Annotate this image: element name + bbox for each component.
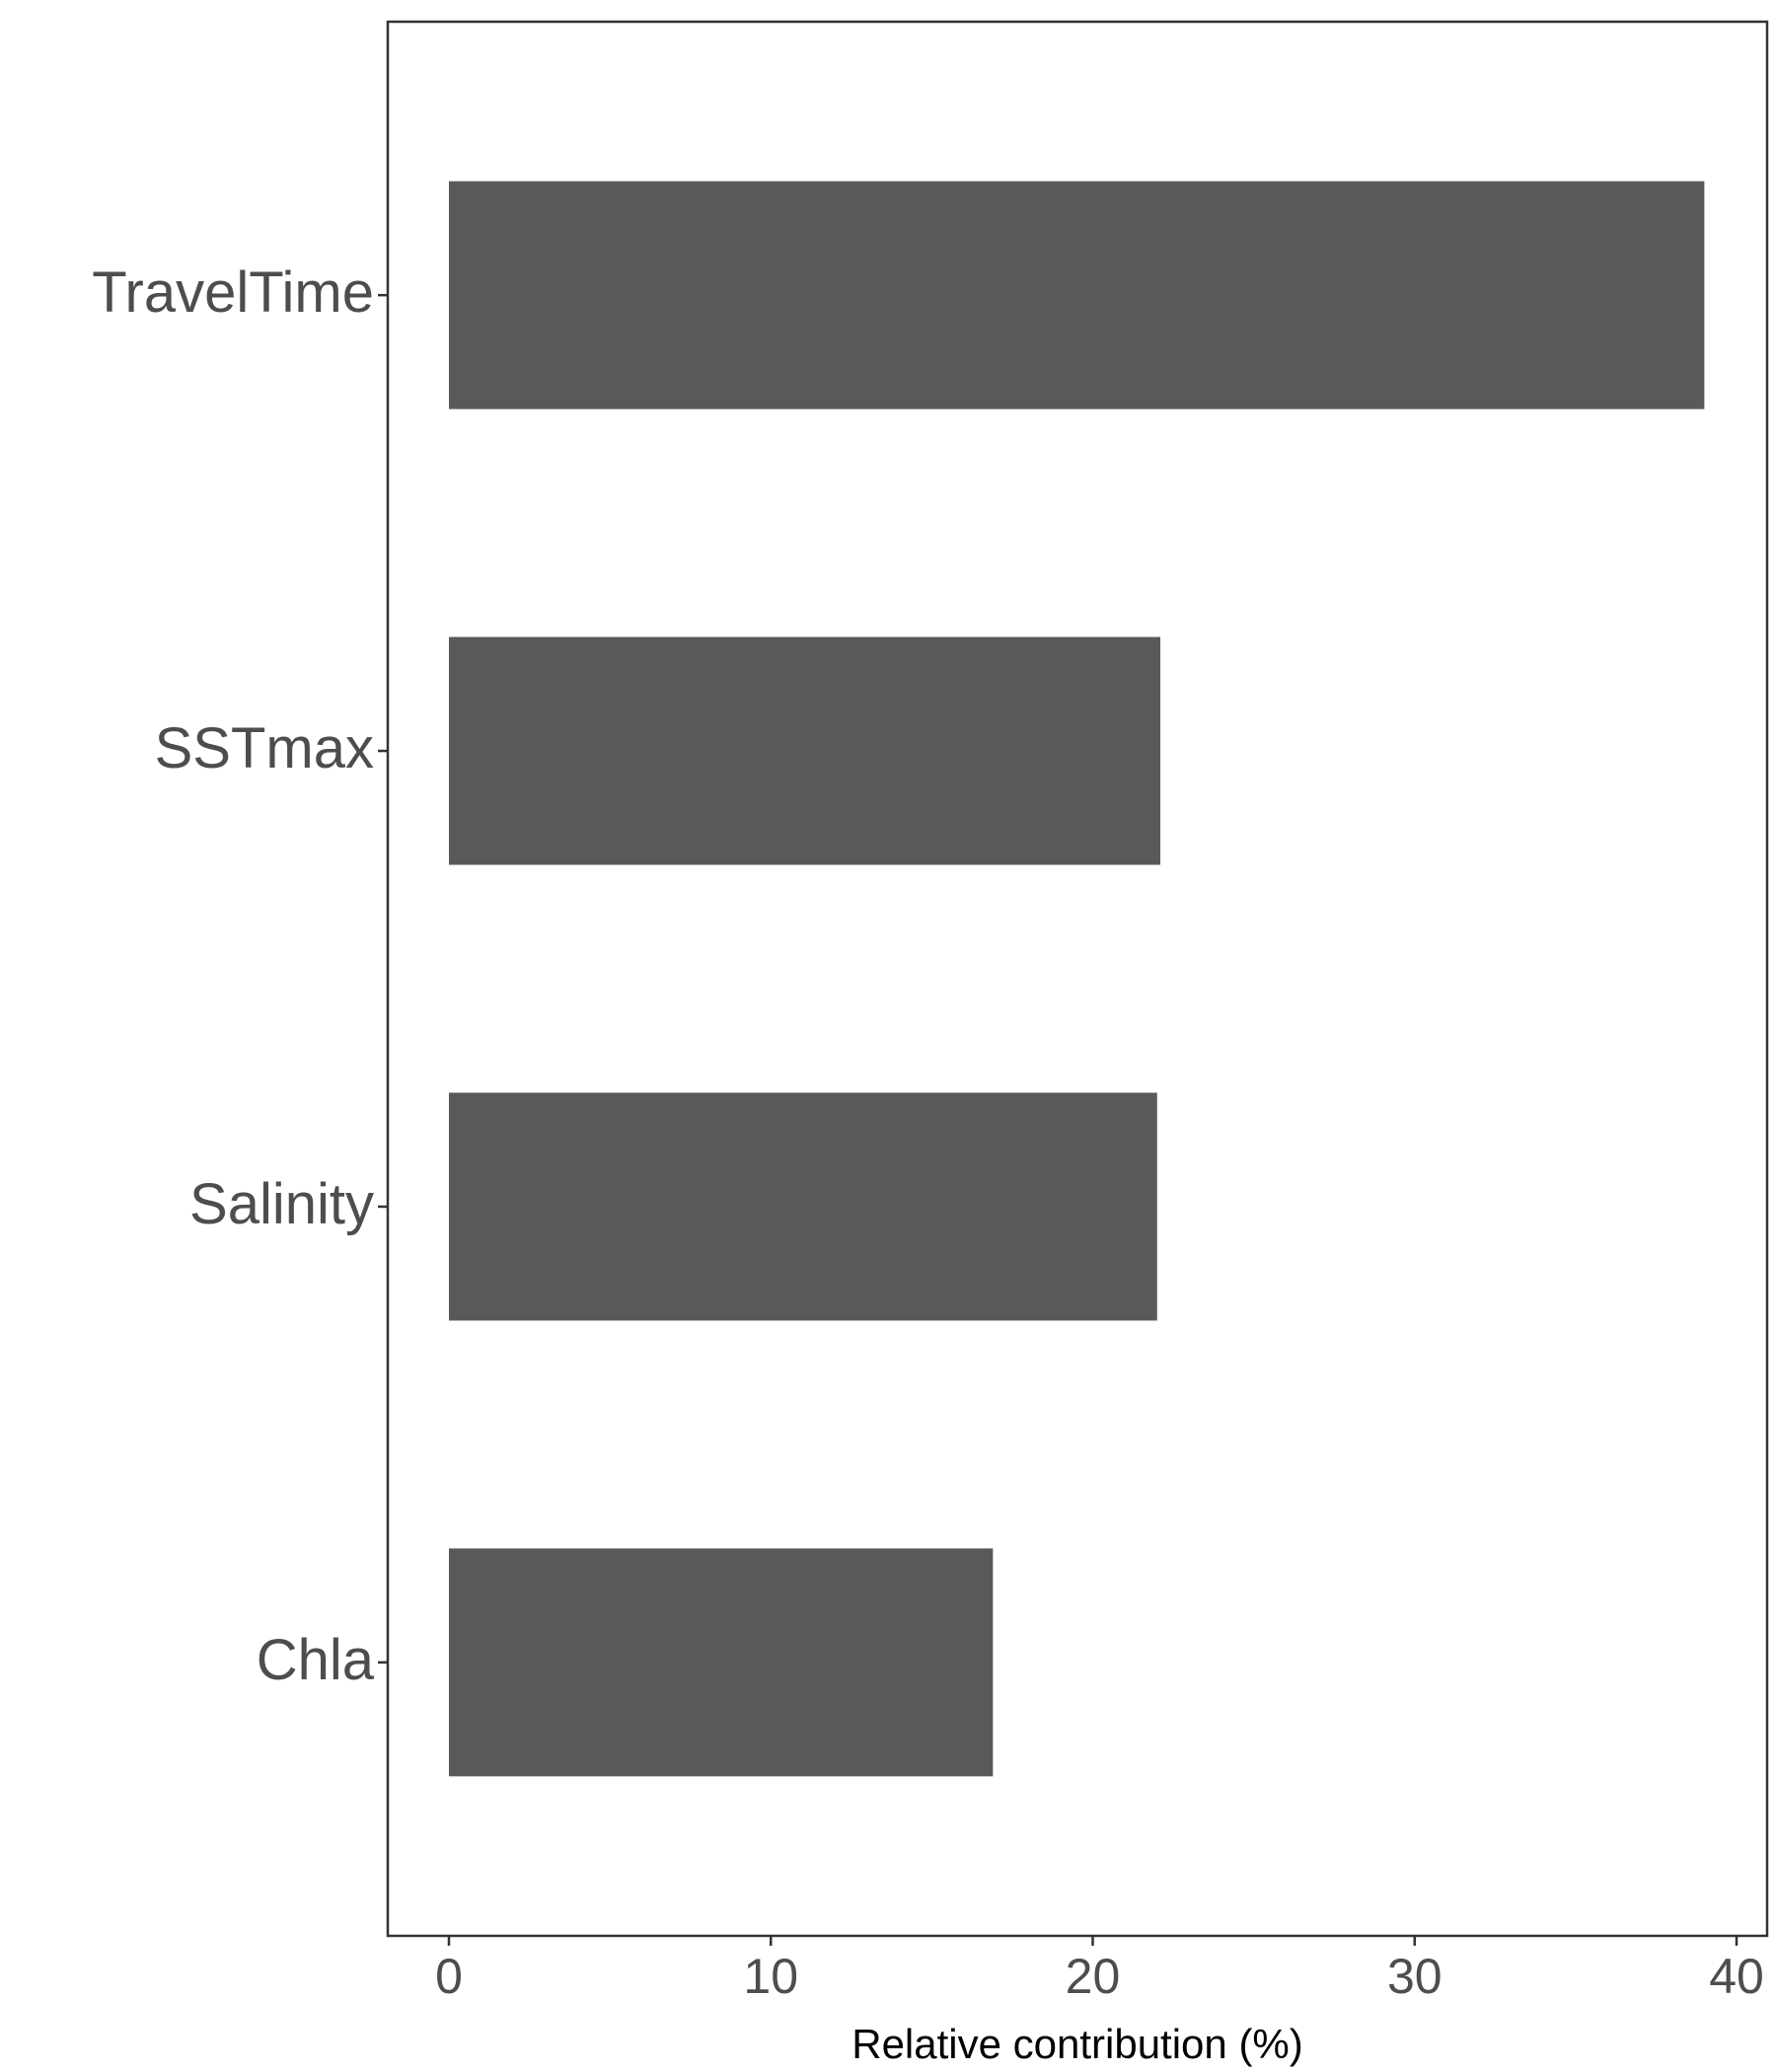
- x-tick-label-40: 40: [1709, 1949, 1764, 2004]
- y-axis: TravelTime SSTmax Salinity Chla: [92, 260, 388, 1692]
- x-axis-title: Relative contribution (%): [851, 2021, 1303, 2067]
- y-tick-label-chla: Chla: [257, 1628, 375, 1692]
- x-axis: 0 10 20 30 40: [435, 1936, 1764, 2004]
- x-tick-label-0: 0: [435, 1949, 463, 2004]
- y-tick-label-traveltime: TravelTime: [92, 260, 374, 325]
- x-tick-label-20: 20: [1066, 1949, 1121, 2004]
- y-tick-label-sstmax: SSTmax: [155, 716, 374, 780]
- bar-sstmax: [448, 636, 1161, 865]
- bar-traveltime: [448, 181, 1705, 409]
- bar-salinity: [448, 1092, 1157, 1321]
- y-tick-label-salinity: Salinity: [189, 1172, 374, 1236]
- x-tick-label-10: 10: [743, 1949, 798, 2004]
- bar-chla: [448, 1548, 994, 1777]
- bars-group: [448, 181, 1705, 1777]
- x-tick-label-30: 30: [1387, 1949, 1443, 2004]
